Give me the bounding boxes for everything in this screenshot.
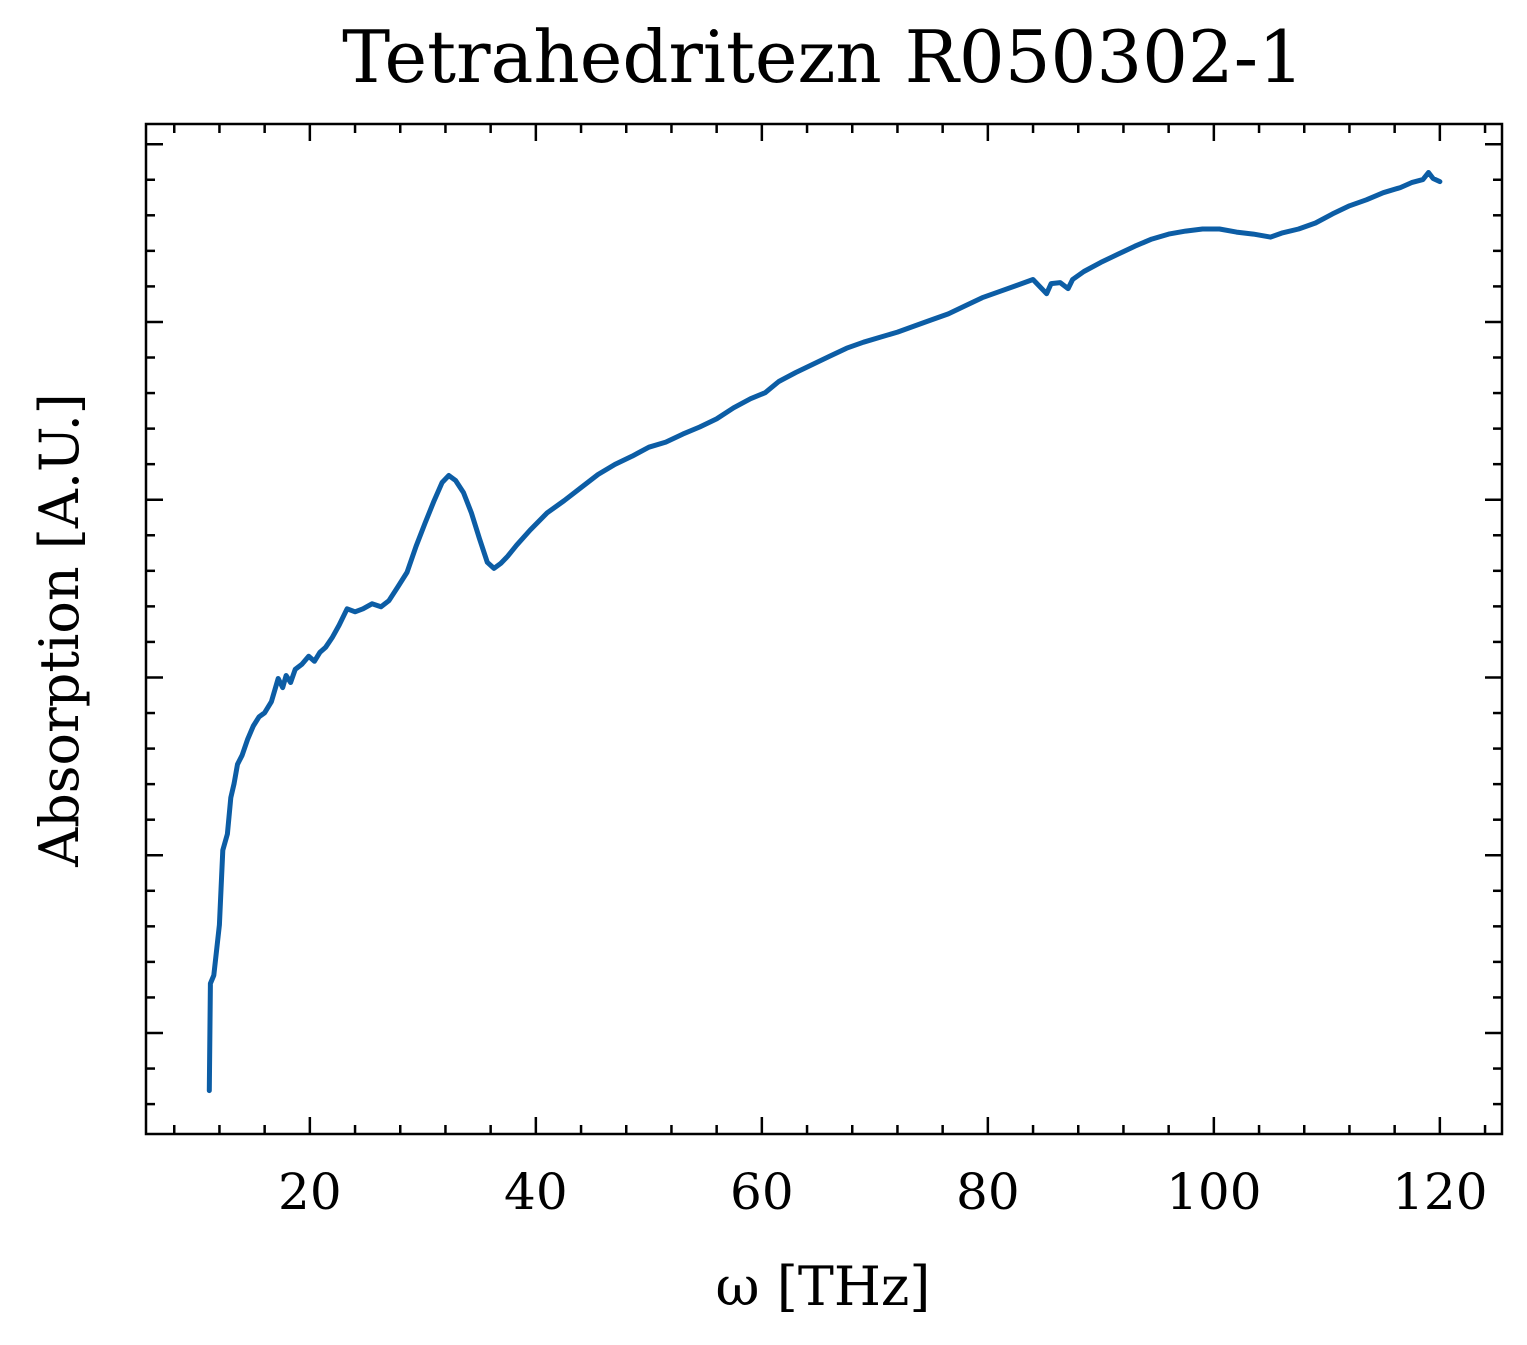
chart-title: Tetrahedritezn R050302-1: [342, 15, 1304, 99]
x-tick-label: 120: [1392, 1163, 1487, 1221]
x-tick-label: 60: [730, 1163, 794, 1221]
series-line: [206, 170, 1443, 1094]
x-tick-label: 80: [956, 1163, 1020, 1221]
y-axis-label: Absorption [A.U.]: [28, 393, 91, 868]
x-axis-label: ω [THz]: [716, 1255, 931, 1318]
plot-frame: [144, 122, 1504, 1136]
x-tick-label: 100: [1166, 1163, 1261, 1221]
x-tick-labels: 20 40 60 80 100 120: [278, 1163, 1488, 1221]
x-tick-label: 40: [504, 1163, 568, 1221]
axis-ticks: [146, 124, 1502, 1134]
x-tick-label: 20: [278, 1163, 342, 1221]
